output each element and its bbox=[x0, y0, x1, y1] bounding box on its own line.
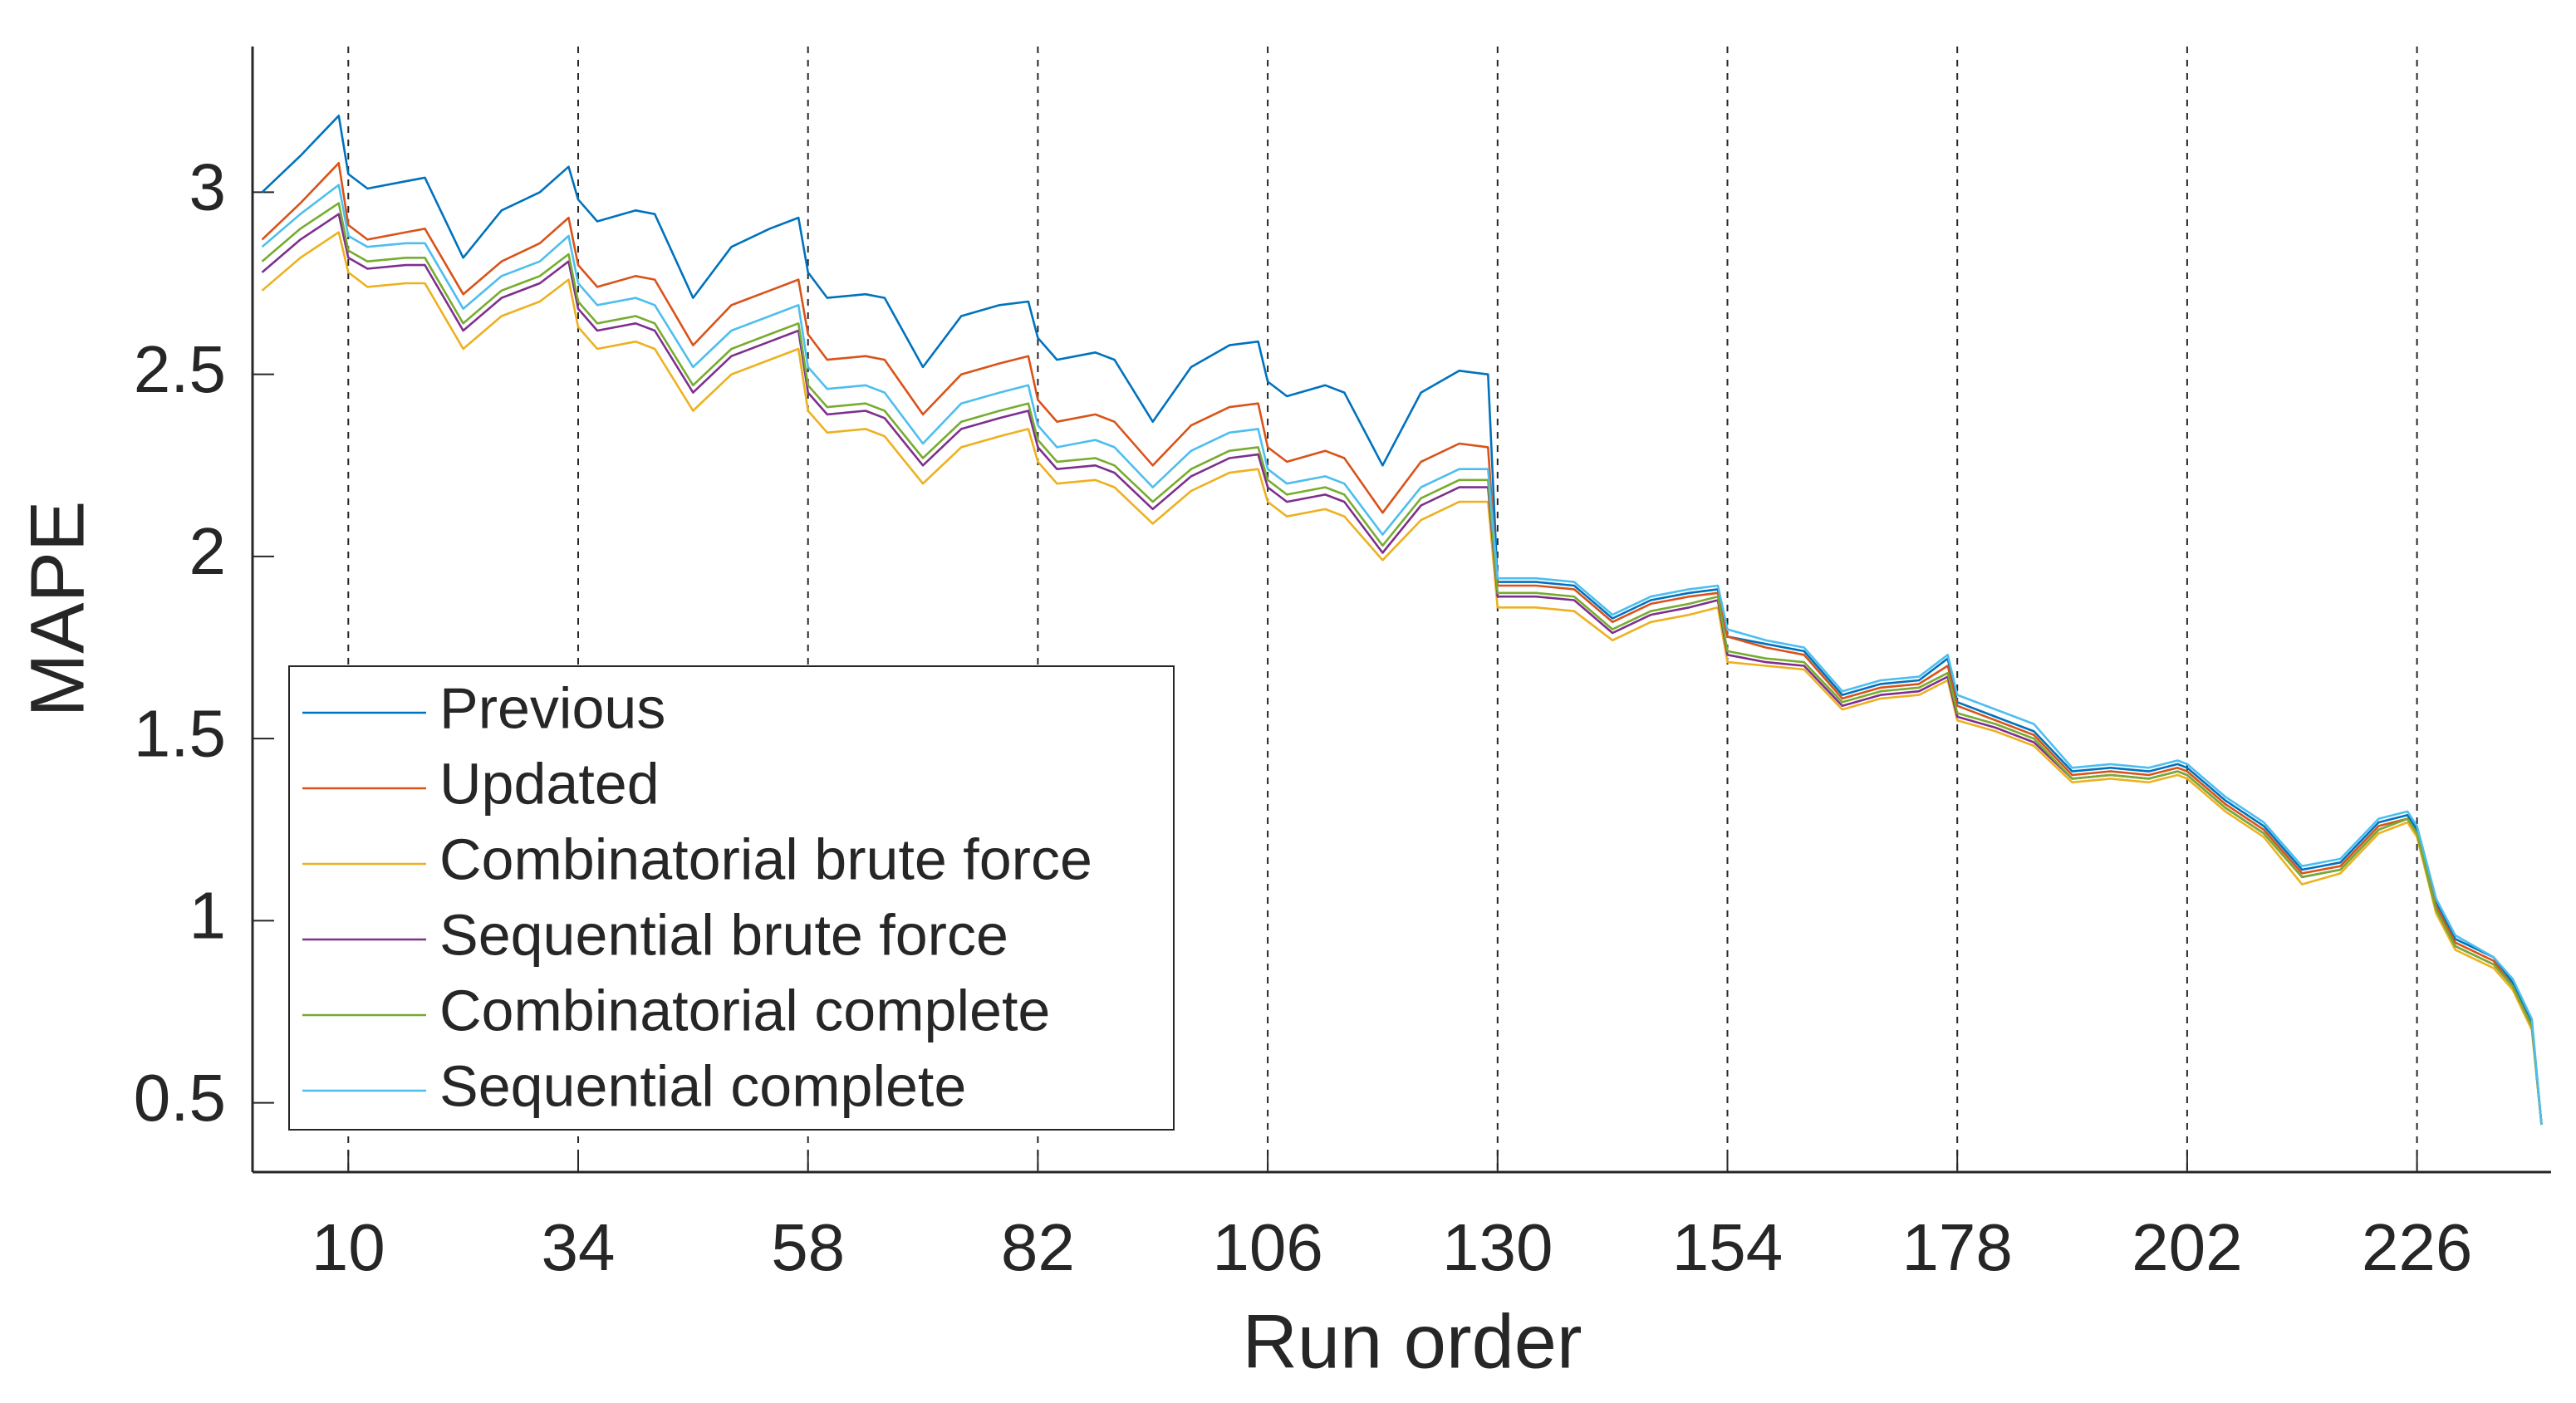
x-tick-label: 154 bbox=[1672, 1210, 1783, 1284]
x-tick-label: 10 bbox=[312, 1210, 385, 1284]
y-tick-label: 1 bbox=[189, 879, 227, 953]
x-tick-label: 178 bbox=[1901, 1210, 2012, 1284]
legend-label: Sequential complete bbox=[439, 1053, 966, 1118]
legend-box bbox=[288, 665, 1175, 1131]
legend-label: Sequential brute force bbox=[439, 902, 1008, 967]
x-tick-label: 34 bbox=[541, 1210, 615, 1284]
x-axis-label: Run order bbox=[1242, 1299, 1582, 1384]
x-tick-label: 106 bbox=[1212, 1210, 1322, 1284]
legend-label: Updated bbox=[439, 751, 660, 816]
series-line bbox=[261, 184, 2543, 1126]
x-tick-label: 82 bbox=[1001, 1210, 1075, 1284]
y-tick-label: 0.5 bbox=[134, 1061, 226, 1135]
series-line bbox=[261, 162, 2543, 1126]
legend-label: Combinatorial brute force bbox=[439, 827, 1092, 891]
x-tick-label: 58 bbox=[771, 1210, 845, 1284]
y-tick-label: 2 bbox=[189, 514, 227, 588]
x-tick-label: 226 bbox=[2362, 1210, 2472, 1284]
series-line bbox=[261, 202, 2543, 1126]
y-axis-label: MAPE bbox=[15, 501, 100, 718]
y-tick-label: 1.5 bbox=[134, 696, 226, 770]
series-line bbox=[261, 231, 2543, 1126]
legend: Previous Updated Combinatorial brute force… bbox=[288, 665, 1175, 1131]
legend-label: Combinatorial complete bbox=[439, 978, 1050, 1042]
y-tick-label: 2.5 bbox=[134, 332, 226, 406]
x-tick-label: 130 bbox=[1442, 1210, 1553, 1284]
series-line bbox=[261, 115, 2543, 1126]
legend-label: Previous bbox=[439, 675, 665, 740]
x-tick-label: 202 bbox=[2132, 1210, 2242, 1284]
y-tick-label: 3 bbox=[189, 150, 227, 224]
